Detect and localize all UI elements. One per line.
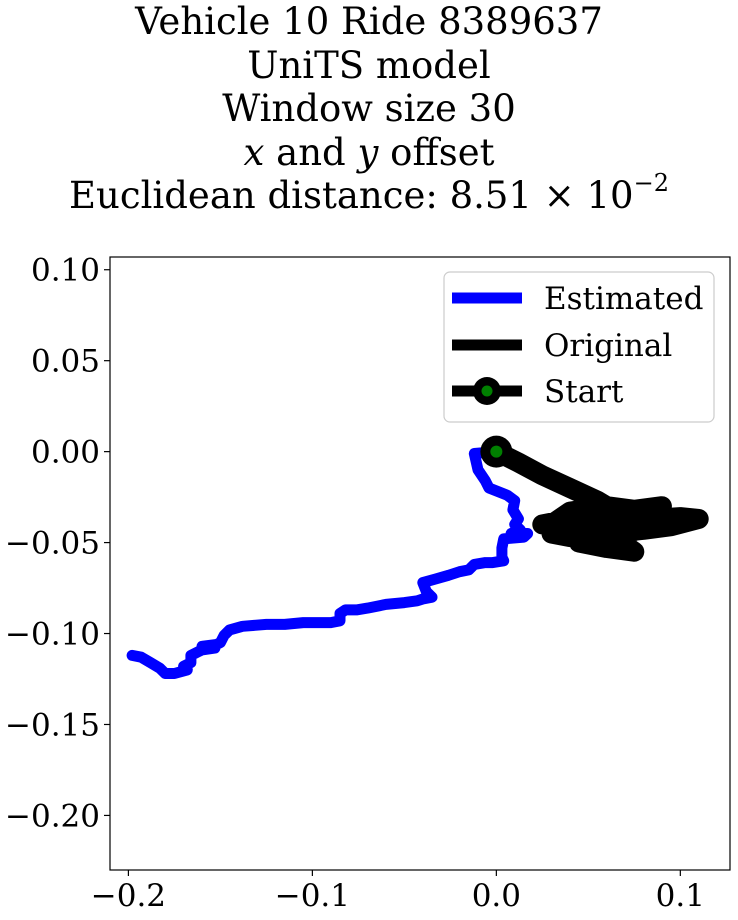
title-offset-text: offset <box>378 130 495 174</box>
title-distance-text: Euclidean distance: 8.51 × 10 <box>69 174 634 218</box>
series-line-estimated <box>126 446 534 679</box>
x-tick-label: 0.0 <box>472 878 521 914</box>
y-tick-label: −0.10 <box>5 617 100 653</box>
legend: Estimated Original Start <box>443 271 715 423</box>
plot-frame <box>109 256 731 871</box>
x-tick-label: 0.1 <box>656 878 705 914</box>
title-var-y: y <box>357 130 379 174</box>
legend-start-label: Start <box>544 374 624 410</box>
y-tick-label: −0.15 <box>5 707 100 743</box>
start-marker-inner <box>490 445 503 458</box>
chart-title: Vehicle 10 Ride 8389637 UniTS model Wind… <box>0 0 738 218</box>
series-line-original <box>486 441 709 562</box>
title-and: and <box>264 130 358 174</box>
y-tick-label: −0.20 <box>5 798 100 834</box>
legend-box <box>443 271 715 423</box>
title-var-x: x <box>243 130 265 174</box>
title-line-offset: x and y offset <box>0 131 738 175</box>
title-line-vehicle: Vehicle 10 Ride 8389637 <box>135 0 603 43</box>
x-tick-label: −0.2 <box>91 878 166 914</box>
y-tick-label: 0.00 <box>31 435 100 471</box>
legend-estimated-label: Estimated <box>544 281 703 317</box>
series-layer <box>126 435 709 679</box>
ticks-layer: −0.2 −0.1 0.0 0.1 0.10 0.05 0.00 −0.05 −0.10 −0.1… <box>5 253 705 914</box>
title-line-model: UniTS model <box>247 43 491 87</box>
x-tick-label: −0.1 <box>275 878 350 914</box>
y-tick-label: −0.05 <box>5 526 100 562</box>
legend-start-marker-inner <box>481 385 493 397</box>
title-line-window: Window size 30 <box>222 87 516 131</box>
y-tick-label: 0.05 <box>31 344 100 380</box>
legend-original-label: Original <box>544 328 672 364</box>
y-tick-label: 0.10 <box>31 253 100 289</box>
title-distance-exponent: −2 <box>633 169 669 198</box>
title-line-distance: Euclidean distance: 8.51 × 10−2 <box>0 171 738 218</box>
